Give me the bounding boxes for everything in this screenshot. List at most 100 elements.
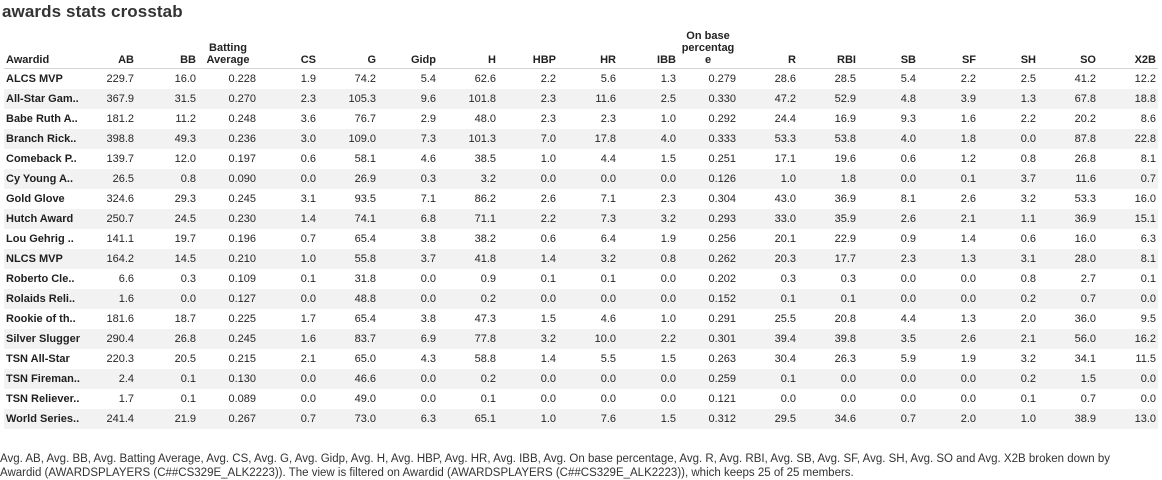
column-header-r[interactable]: R [788, 54, 796, 66]
table-cell-on-base-percentage: 0.262 [708, 253, 736, 265]
table-cell-h: 101.8 [468, 93, 496, 105]
column-header-cs[interactable]: CS [300, 54, 316, 66]
row-label[interactable]: Rolaids Reli.. [6, 293, 76, 305]
table-cell-so: 41.2 [1074, 73, 1096, 85]
row-label[interactable]: NLCS MVP [6, 253, 63, 265]
table-cell-cs: 3.1 [300, 193, 316, 205]
table-cell-hr: 5.6 [600, 73, 616, 85]
table-cell-ab: 164.2 [106, 253, 134, 265]
row-label[interactable]: World Series.. [6, 413, 80, 425]
table-cell-rbi: 17.7 [834, 253, 856, 265]
table-cell-hbp: 1.4 [540, 253, 556, 265]
column-header-rbi[interactable]: RBI [837, 54, 856, 66]
column-header-on-base-percentage[interactable]: On base percentag e [681, 30, 735, 66]
table-cell-r: 1.0 [780, 173, 796, 185]
table-cell-g: 74.1 [354, 213, 376, 225]
row-label[interactable]: All-Star Gam.. [6, 93, 79, 105]
table-cell-bb: 49.3 [174, 133, 196, 145]
table-cell-r: 17.1 [774, 153, 796, 165]
table-cell-hr: 4.4 [600, 153, 616, 165]
table-cell-sh: 0.2 [1020, 293, 1036, 305]
table-cell-sb: 4.0 [900, 133, 916, 145]
table-cell-sh: 0.0 [1020, 133, 1036, 145]
table-cell-rbi: 39.8 [834, 333, 856, 345]
table-cell-ibb: 1.5 [660, 353, 676, 365]
table-cell-ibb: 3.2 [660, 213, 676, 225]
table-cell-sb: 0.7 [900, 413, 916, 425]
table-cell-x2b: 9.5 [1140, 313, 1156, 325]
row-label[interactable]: Branch Rick.. [6, 133, 77, 145]
table-cell-ibb: 2.5 [660, 93, 676, 105]
row-label[interactable]: TSN All-Star [6, 353, 70, 365]
table-cell-sb: 8.1 [900, 193, 916, 205]
row-label[interactable]: ALCS MVP [6, 73, 63, 85]
row-label[interactable]: TSN Fireman.. [6, 373, 80, 385]
table-cell-x2b: 11.5 [1135, 353, 1156, 365]
table-cell-rbi: 0.0 [840, 373, 856, 385]
table-cell-r: 28.6 [774, 73, 796, 85]
table-cell-gidp: 6.9 [420, 333, 436, 345]
table-row: Rookie of th.. 181.6 18.7 0.225 1.7 65.4 3.8 47… [4, 309, 1158, 329]
table-row: Rolaids Reli.. 1.6 0.0 0.127 0.0 48.8 0.0 0.2 0.… [4, 289, 1158, 309]
table-cell-ibb: 4.0 [660, 133, 676, 145]
column-header-hr[interactable]: HR [600, 54, 616, 66]
table-cell-so: 26.8 [1074, 153, 1096, 165]
table-cell-sf: 1.2 [960, 153, 976, 165]
row-label[interactable]: Hutch Award [6, 213, 74, 225]
row-label[interactable]: Gold Glove [6, 193, 65, 205]
table-cell-hbp: 0.1 [540, 273, 556, 285]
table-cell-g: 109.0 [348, 133, 376, 145]
table-cell-ibb: 1.3 [660, 73, 676, 85]
column-header-h[interactable]: H [488, 54, 496, 66]
table-cell-ab: 367.9 [106, 93, 134, 105]
table-cell-g: 26.9 [354, 173, 376, 185]
row-label[interactable]: Babe Ruth A.. [6, 113, 78, 125]
table-cell-hbp: 2.3 [540, 113, 556, 125]
column-header-sb[interactable]: SB [900, 54, 916, 66]
table-cell-bb: 11.2 [175, 113, 196, 125]
table-cell-sb: 5.4 [900, 73, 916, 85]
row-label[interactable]: Cy Young A.. [6, 173, 74, 185]
table-cell-sb: 0.0 [900, 373, 916, 385]
table-cell-batting-average: 0.230 [228, 213, 256, 225]
column-header-gidp[interactable]: Gidp [410, 54, 436, 66]
table-row: Roberto Cle.. 6.6 0.3 0.109 0.1 31.8 0.0 0.9 0.1… [4, 269, 1158, 289]
table-cell-gidp: 6.8 [420, 213, 436, 225]
table-cell-x2b: 16.2 [1134, 333, 1156, 345]
table-cell-cs: 0.0 [300, 373, 316, 385]
row-label[interactable]: Lou Gehrig .. [6, 233, 74, 245]
table-cell-ibb: 0.0 [660, 293, 676, 305]
table-cell-h: 0.2 [480, 293, 496, 305]
table-cell-on-base-percentage: 0.312 [708, 413, 736, 425]
row-label[interactable]: TSN Reliever.. [6, 393, 80, 405]
column-header-sh[interactable]: SH [1020, 54, 1036, 66]
table-cell-so: 67.8 [1074, 93, 1096, 105]
column-header-so[interactable]: SO [1080, 54, 1096, 66]
column-header-ab[interactable]: AB [118, 54, 134, 66]
table-cell-g: 105.3 [348, 93, 376, 105]
table-cell-so: 87.8 [1074, 133, 1096, 145]
table-cell-h: 0.9 [480, 273, 496, 285]
table-cell-hr: 2.3 [600, 113, 616, 125]
table-cell-hbp: 1.0 [540, 413, 556, 425]
column-header-sf[interactable]: SF [961, 54, 976, 66]
table-cell-so: 56.0 [1074, 333, 1096, 345]
column-header-ibb[interactable]: IBB [657, 54, 676, 66]
row-label[interactable]: Silver Slugger [6, 333, 80, 345]
table-cell-bb: 0.1 [180, 393, 196, 405]
table-row: Babe Ruth A.. 181.2 11.2 0.248 3.6 76.7 2.9 48.… [4, 109, 1158, 129]
row-label[interactable]: Rookie of th.. [6, 313, 76, 325]
column-header-g[interactable]: G [367, 54, 376, 66]
row-label[interactable]: Roberto Cle.. [6, 273, 75, 285]
table-cell-cs: 0.6 [300, 153, 316, 165]
row-header-awardid[interactable]: Awardid [6, 54, 50, 66]
column-header-hbp[interactable]: HBP [532, 54, 556, 66]
column-header-x2b[interactable]: X2B [1134, 54, 1156, 66]
table-cell-bb: 29.3 [174, 193, 196, 205]
row-label[interactable]: Comeback P.. [6, 153, 77, 165]
table-cell-ab: 290.4 [106, 333, 134, 345]
page-title: awards stats crosstab [2, 2, 183, 21]
table-cell-hbp: 0.0 [540, 293, 556, 305]
column-header-bb[interactable]: BB [180, 54, 196, 66]
column-header-batting-average[interactable]: Batting Average [206, 42, 250, 66]
